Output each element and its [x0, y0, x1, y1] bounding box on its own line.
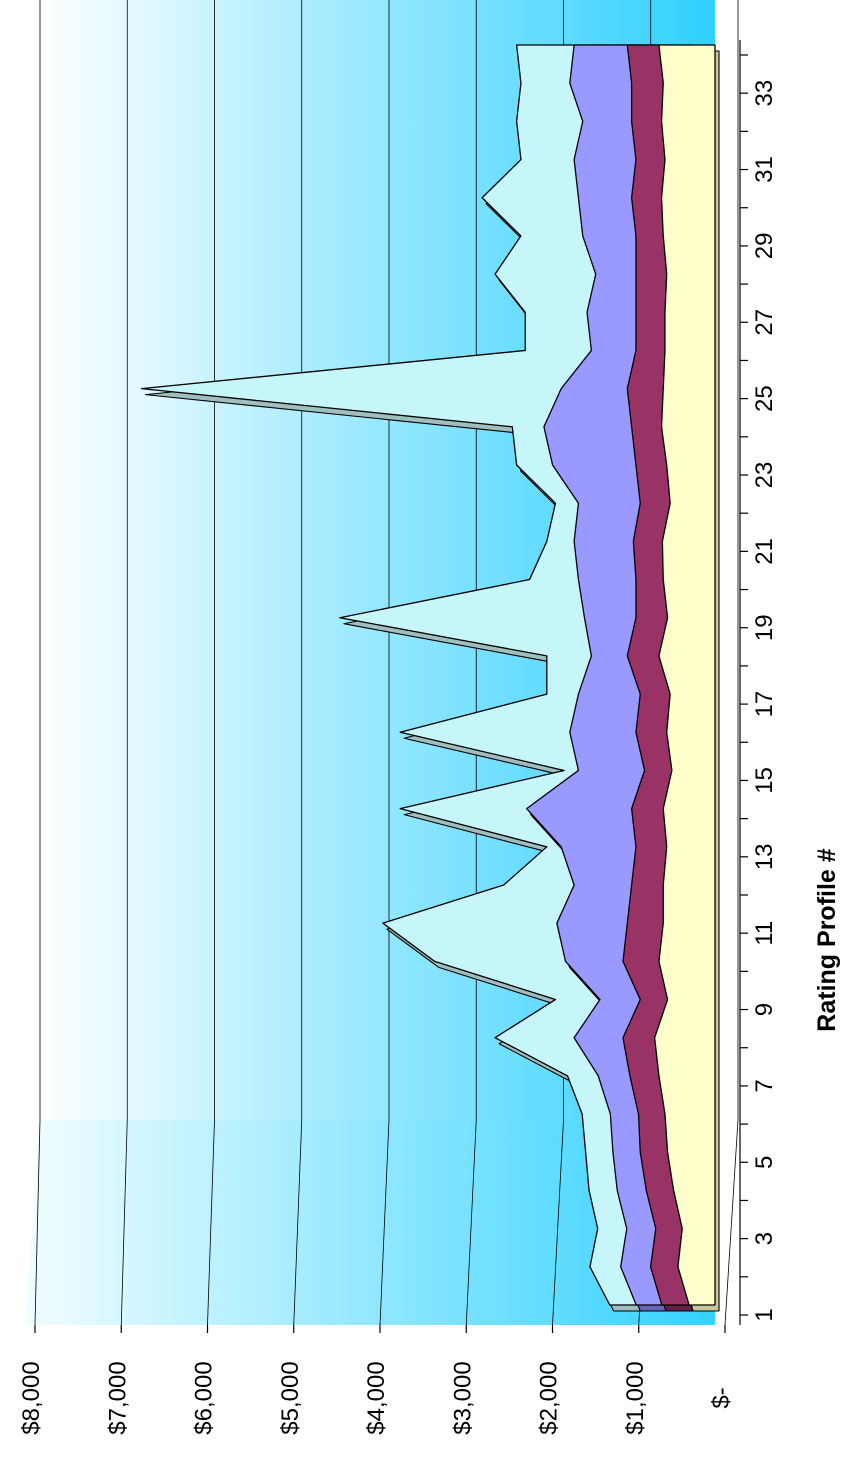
series-4-area: [653, 44, 716, 1306]
x-tick-label: 1: [751, 1308, 778, 1321]
x-tick-label: 15: [751, 767, 778, 794]
x-tick-label: 21: [751, 538, 778, 565]
x-tick-label: 33: [751, 80, 778, 107]
gridline: [293, 0, 303, 1326]
side-wall: [25, 1120, 715, 1325]
gridline: [34, 0, 41, 1326]
x-tick-label: 13: [751, 843, 778, 870]
series-1-area: [140, 44, 647, 1306]
y-tick-label: $7,000: [104, 1361, 131, 1434]
axes: [34, 40, 748, 1333]
y-tick-label: $4,000: [363, 1361, 390, 1434]
x-tick-label: 3: [751, 1232, 778, 1245]
x-tick-label: 11: [751, 921, 778, 946]
series-areas: [140, 44, 720, 1312]
gridline: [379, 0, 390, 1326]
tick-labels: $- $1,000 $2,000 $3,000 $4,000 $5,000 $6,000 $7…: [18, 80, 778, 1435]
x-tick-label: 27: [751, 309, 778, 336]
gridline: [120, 0, 128, 1326]
x-tick-label: 5: [751, 1156, 778, 1169]
y-tick-label: $5,000: [277, 1361, 304, 1434]
x-tick-label: 7: [751, 1079, 778, 1092]
y-tick-label: $1,000: [622, 1361, 649, 1434]
x-tick-label: 29: [751, 233, 778, 260]
x-tick-label: 17: [751, 691, 778, 718]
y-tick-label: $-: [708, 1387, 735, 1408]
y-tick-label: $2,000: [536, 1361, 563, 1434]
x-tick-label: 25: [751, 385, 778, 412]
x-axis-title: Rating Profile #: [813, 848, 841, 1031]
x-tick-label: 19: [751, 614, 778, 641]
gridline: [207, 0, 215, 1326]
gridline: [724, 0, 739, 1326]
y-tick-label: $6,000: [191, 1361, 218, 1434]
x-tick-label: 31: [751, 156, 778, 183]
y-tick-label: $3,000: [449, 1361, 476, 1434]
x-tick-label: 23: [751, 462, 778, 489]
y-tick-label: $8,000: [18, 1361, 45, 1434]
x-tick-label: 9: [751, 1003, 778, 1016]
